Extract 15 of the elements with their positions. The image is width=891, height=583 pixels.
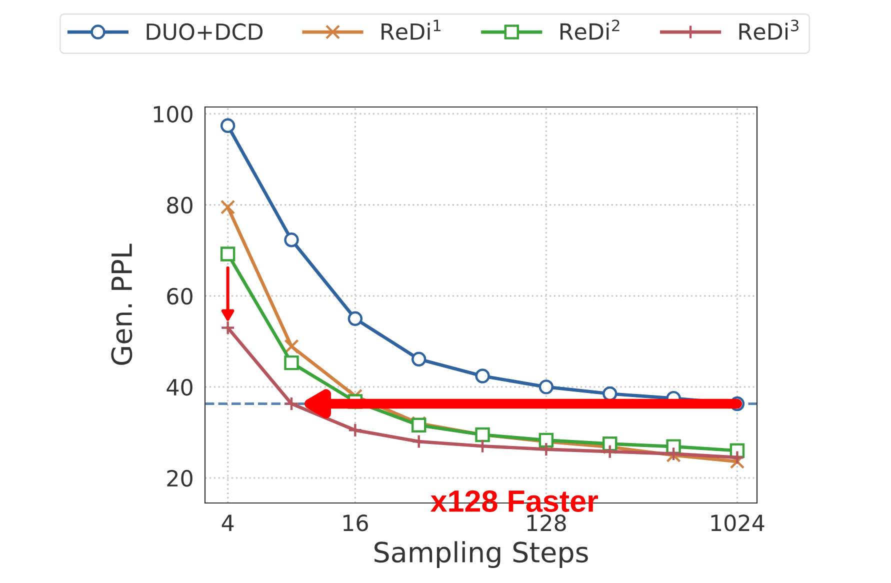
y-tick-label: 40: [166, 378, 192, 396]
x-tick-label: 128: [527, 514, 566, 532]
x-tick-label: 1024: [711, 514, 764, 532]
legend-label: DUO+DCD: [146, 23, 263, 40]
y-tick-label: 20: [167, 470, 192, 487]
y-tick-label: 80: [167, 196, 192, 214]
x-tick-label: 16: [343, 514, 368, 532]
x-axis-title: Sampling Steps: [374, 541, 588, 568]
y-tick-label: 60: [167, 288, 192, 305]
legend-label: ReDi$^{3}$: [739, 20, 798, 40]
y-tick-label: 100: [154, 106, 192, 123]
y-axis-title: Gen. PPL: [111, 244, 132, 365]
legend-label: ReDi$^{2}$: [560, 20, 620, 40]
x-tick-label: 4: [222, 514, 234, 531]
legend-label: ReDi$^{1}$: [382, 20, 440, 40]
